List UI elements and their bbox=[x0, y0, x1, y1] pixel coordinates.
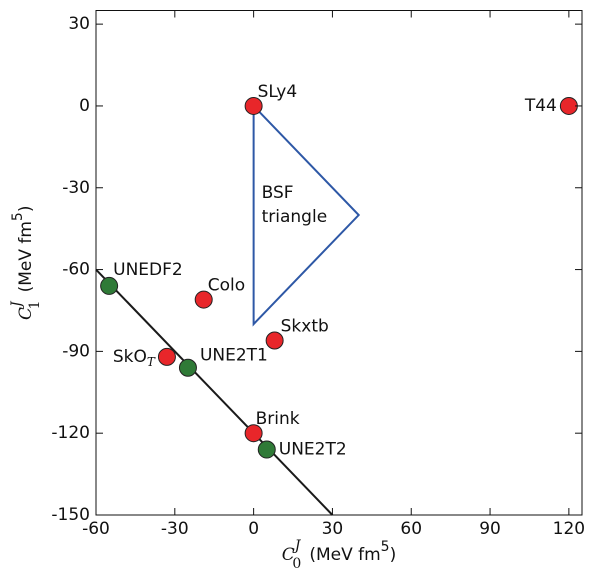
point-label: SLy4 bbox=[258, 82, 298, 102]
label-text: SkO bbox=[113, 347, 147, 367]
x-tick-label: 60 bbox=[400, 519, 422, 539]
label-sup: J bbox=[9, 300, 25, 310]
point bbox=[559, 96, 578, 115]
annotation: triangle bbox=[262, 207, 328, 227]
label-unit: (MeV fm bbox=[16, 221, 36, 292]
y-tick-label: 30 bbox=[68, 14, 90, 34]
label-symbol: C bbox=[16, 307, 36, 320]
annotation: BSF bbox=[262, 183, 294, 203]
point-label: UNE2T1 bbox=[200, 346, 268, 366]
plot-frame bbox=[95, 10, 583, 516]
point bbox=[100, 276, 119, 295]
point-label: Brink bbox=[256, 409, 300, 429]
x-tick-label: 120 bbox=[553, 519, 585, 539]
point-label: Skxtb bbox=[281, 316, 329, 336]
x-tick-label: -30 bbox=[161, 519, 189, 539]
x-axis-label: CJ 0 (MeV fm5) bbox=[282, 538, 396, 571]
point bbox=[265, 331, 284, 350]
point bbox=[157, 347, 176, 366]
x-tick-label: -60 bbox=[82, 519, 110, 539]
label-symbol: C bbox=[282, 545, 295, 565]
x-tick-label: 30 bbox=[322, 519, 344, 539]
label-sub: T bbox=[147, 354, 156, 368]
y-axis-label: CJ 1 (MeV fm5) bbox=[9, 206, 43, 320]
label-unit-sup: 5 bbox=[10, 212, 26, 221]
y-tick-label: -120 bbox=[51, 423, 90, 443]
point-label: Colo bbox=[208, 276, 245, 296]
point bbox=[178, 358, 197, 377]
point-label: T44 bbox=[524, 96, 557, 116]
point-label: UNEDF2 bbox=[113, 260, 183, 280]
label-close: ) bbox=[390, 545, 397, 565]
label-close: ) bbox=[16, 206, 36, 213]
label-sub: 0 bbox=[292, 556, 301, 571]
y-tick-label: -90 bbox=[62, 341, 90, 361]
y-tick-label: -60 bbox=[62, 260, 90, 280]
point bbox=[257, 440, 276, 459]
label-sub: 1 bbox=[27, 300, 43, 309]
y-tick-label: -30 bbox=[62, 178, 90, 198]
point bbox=[244, 96, 263, 115]
label-sup: J bbox=[292, 538, 302, 554]
point-label: SkOT bbox=[113, 347, 156, 369]
label-unit: (MeV fm bbox=[309, 545, 380, 565]
fit-line bbox=[95, 268, 334, 516]
x-tick-label: 90 bbox=[479, 519, 501, 539]
y-tick-label: 0 bbox=[79, 96, 90, 116]
label-unit-sup: 5 bbox=[381, 539, 390, 555]
point-label: UNE2T2 bbox=[279, 440, 347, 460]
x-tick-label: 0 bbox=[248, 519, 259, 539]
y-tick-label: -150 bbox=[51, 505, 90, 525]
triangle bbox=[252, 103, 361, 327]
point bbox=[194, 290, 213, 309]
point bbox=[244, 424, 263, 443]
